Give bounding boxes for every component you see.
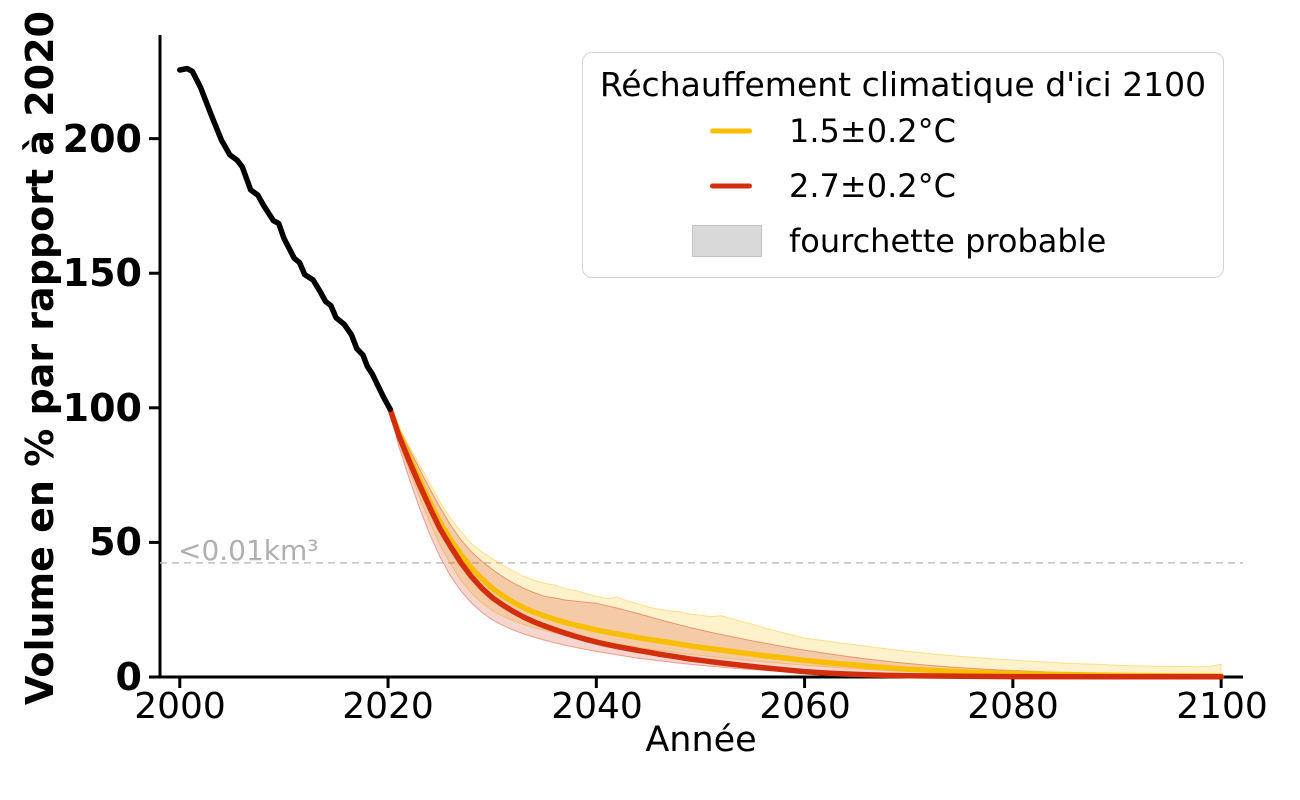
band-1 (389, 408, 1222, 678)
legend-patch-swatch-icon (692, 225, 762, 257)
x-tick-2080: 2080 (967, 686, 1059, 727)
x-tick-2060: 2060 (759, 686, 851, 727)
x-tick-2000: 2000 (134, 686, 226, 727)
y-tick-200: 200 (62, 117, 142, 161)
series-line-0 (177, 65, 393, 412)
x-tick-2040: 2040 (551, 686, 643, 727)
x-tick-2020: 2020 (342, 686, 434, 727)
legend-line-swatch-1-5-icon (710, 128, 752, 134)
y-tick-50: 50 (89, 520, 142, 564)
legend-label-range: fourchette probable (789, 222, 1107, 260)
band-0 (389, 408, 1222, 677)
x-tick-2100: 2100 (1176, 686, 1268, 727)
legend-label-2-7: 2.7±0.2°C (789, 167, 956, 205)
legend-line-swatch-2-7-icon (710, 183, 752, 189)
legend-item-1-5: 1.5±0.2°C (583, 111, 1223, 151)
y-tick-0: 0 (115, 655, 142, 699)
legend-label-1-5: 1.5±0.2°C (789, 112, 956, 150)
threshold-annotation: <0.01km³ (178, 534, 319, 567)
legend-item-range: fourchette probable (583, 221, 1223, 261)
y-tick-100: 100 (62, 386, 142, 430)
y-tick-150: 150 (62, 251, 142, 295)
x-axis-label: Année (645, 720, 757, 760)
legend-title: Réchauffement climatique d'ici 2100 (599, 65, 1207, 104)
y-axis-label: Volume en % par rapport à 2020 (18, 11, 62, 705)
series-line-1 (387, 406, 1224, 679)
legend: Réchauffement climatique d'ici 2100 1.5±… (582, 52, 1224, 278)
legend-item-2-7: 2.7±0.2°C (583, 166, 1223, 206)
series-line-2 (387, 406, 1224, 680)
